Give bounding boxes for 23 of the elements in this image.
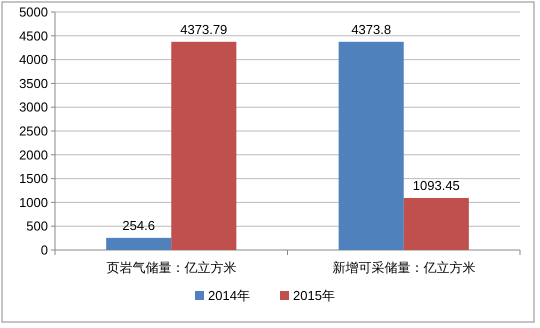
y-tick-label: 2500 — [19, 124, 48, 138]
x-tick-label: 新增可采储量：亿立方米 — [332, 260, 476, 275]
data-label: 4373.8 — [351, 22, 392, 37]
bar — [106, 238, 172, 250]
data-label: 254.6 — [122, 218, 155, 233]
y-tick-label: 3000 — [19, 100, 48, 115]
y-tick-label: 500 — [26, 218, 48, 234]
y-tick-label: 2000 — [19, 147, 48, 162]
data-label: 4373.79 — [180, 22, 228, 37]
bar — [338, 42, 404, 250]
y-tick-label: 1000 — [19, 194, 48, 210]
y-tick-label: 0 — [40, 242, 48, 258]
x-tick-label: 页岩气储量：亿立方米 — [106, 260, 236, 275]
y-tick-label: 5000 — [19, 4, 48, 20]
y-tick-label: 4000 — [19, 52, 48, 68]
y-tick-label: 4500 — [19, 28, 48, 44]
legend-label: 2015年 — [293, 288, 335, 303]
y-tick-label: 3500 — [19, 76, 48, 91]
bar — [404, 198, 469, 250]
bar — [171, 42, 236, 250]
data-label: 1093.45 — [412, 178, 460, 193]
y-tick-label: 1500 — [19, 171, 48, 186]
legend-label: 2014年 — [208, 288, 250, 303]
